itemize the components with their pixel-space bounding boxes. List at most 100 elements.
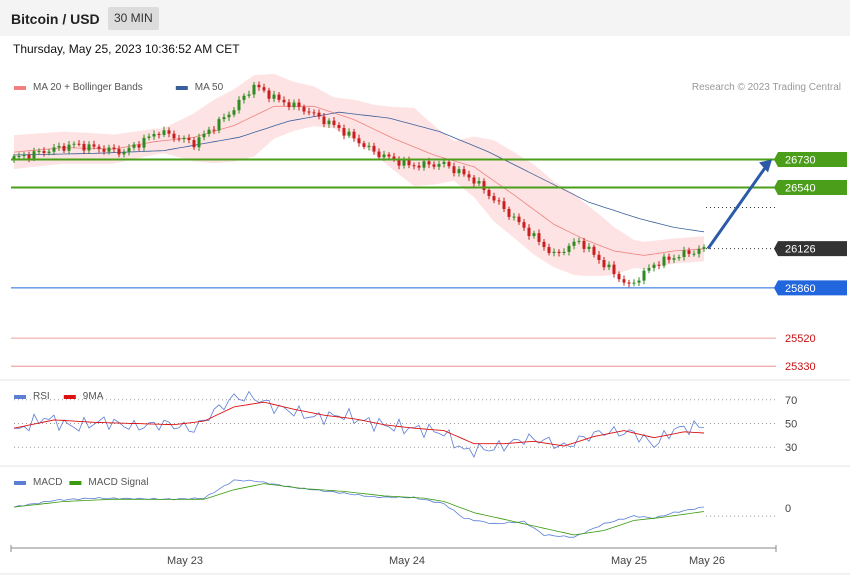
candle-body [322,116,326,125]
candle-body [342,128,346,136]
candle [282,96,286,106]
candle-body [17,155,21,157]
candle [302,104,306,115]
rsi-ma-line [13,401,705,447]
candle [242,93,246,104]
candle [687,247,691,258]
candle-body [367,145,371,147]
candle-body [127,147,131,152]
candle-body [687,250,691,254]
candle-body [92,144,96,147]
candle-body [502,201,506,209]
candle-body [32,151,36,159]
candle-body [492,196,496,201]
candle [607,261,611,271]
candle-body [272,94,276,99]
price-level-tag-25860 [774,280,847,296]
candle [602,257,606,271]
candle-body [222,117,226,120]
candle [337,122,341,132]
macd-line [13,479,705,538]
candle-body [227,114,231,118]
candle-body [217,119,221,131]
candle-body [112,147,116,149]
candle [492,192,496,204]
rsi-level-label-50: 50 [785,419,797,431]
candle-body [72,143,76,145]
candle [67,140,71,155]
candle-body [702,247,706,249]
candle [72,141,76,149]
candle [227,111,231,121]
candle-body [402,160,406,166]
candle-body [362,143,366,147]
candle-body [22,154,26,156]
candle [507,206,511,220]
candle [237,96,241,114]
candle-body [232,110,236,115]
forecast-arrow-shaft [706,165,768,250]
candle-body [497,200,501,202]
rsi-legend-label-0: RSI [33,391,50,402]
candle [552,248,556,257]
candle-body [572,241,576,246]
price-legend-label-0: MA 20 + Bollinger Bands [33,82,143,93]
candle-body [527,227,531,237]
candle-body [697,248,701,254]
candle [147,133,151,141]
candle [42,147,46,157]
candle [342,124,346,140]
price-level-label-25330: 25330 [785,361,816,373]
macd-zero-label: 0 [785,503,791,515]
rsi-legend-swatch-1 [63,395,76,399]
price-level-label-26540: 26540 [785,183,816,195]
candle-body [652,264,656,269]
candle-body [357,138,361,144]
candle-body [42,150,46,153]
candle [172,130,176,142]
candle [447,159,451,169]
x-axis-tick-label: May 23 [167,555,203,567]
candle-body [82,143,86,151]
candle [207,126,211,137]
candle [37,148,41,155]
candle [102,145,106,155]
candle-body [487,189,491,197]
candle-body [392,156,396,160]
candle [702,244,706,252]
candle [482,178,486,194]
candle [82,140,86,155]
candle [537,229,541,246]
candle [502,197,506,213]
candle [347,128,351,139]
candle [567,243,571,256]
candle-body [252,84,256,95]
candle [157,131,161,139]
chart-datetime: Thursday, May 25, 2023 10:36:52 AM CET [13,42,240,56]
candle [262,83,266,93]
candle [312,109,316,117]
candle [462,165,466,177]
candle [697,245,701,258]
rsi-legend-label-1: 9MA [83,391,104,402]
candle [577,237,581,245]
candle-body [567,245,571,252]
candle-body [277,94,281,100]
candle-body [512,216,516,218]
bollinger-band-area [14,73,704,276]
timeframe-badge[interactable]: 30 MIN [108,7,159,30]
candle-body [632,282,636,284]
candle-body [317,112,321,117]
candle [512,213,516,221]
candle [517,213,521,225]
candle-body [462,169,466,175]
candle-body [627,282,631,284]
candle [397,156,401,170]
candle [657,261,661,270]
candle-body [282,99,286,103]
candle-body [457,169,461,174]
candle [202,130,206,141]
candle [117,145,121,158]
candle [87,141,91,154]
